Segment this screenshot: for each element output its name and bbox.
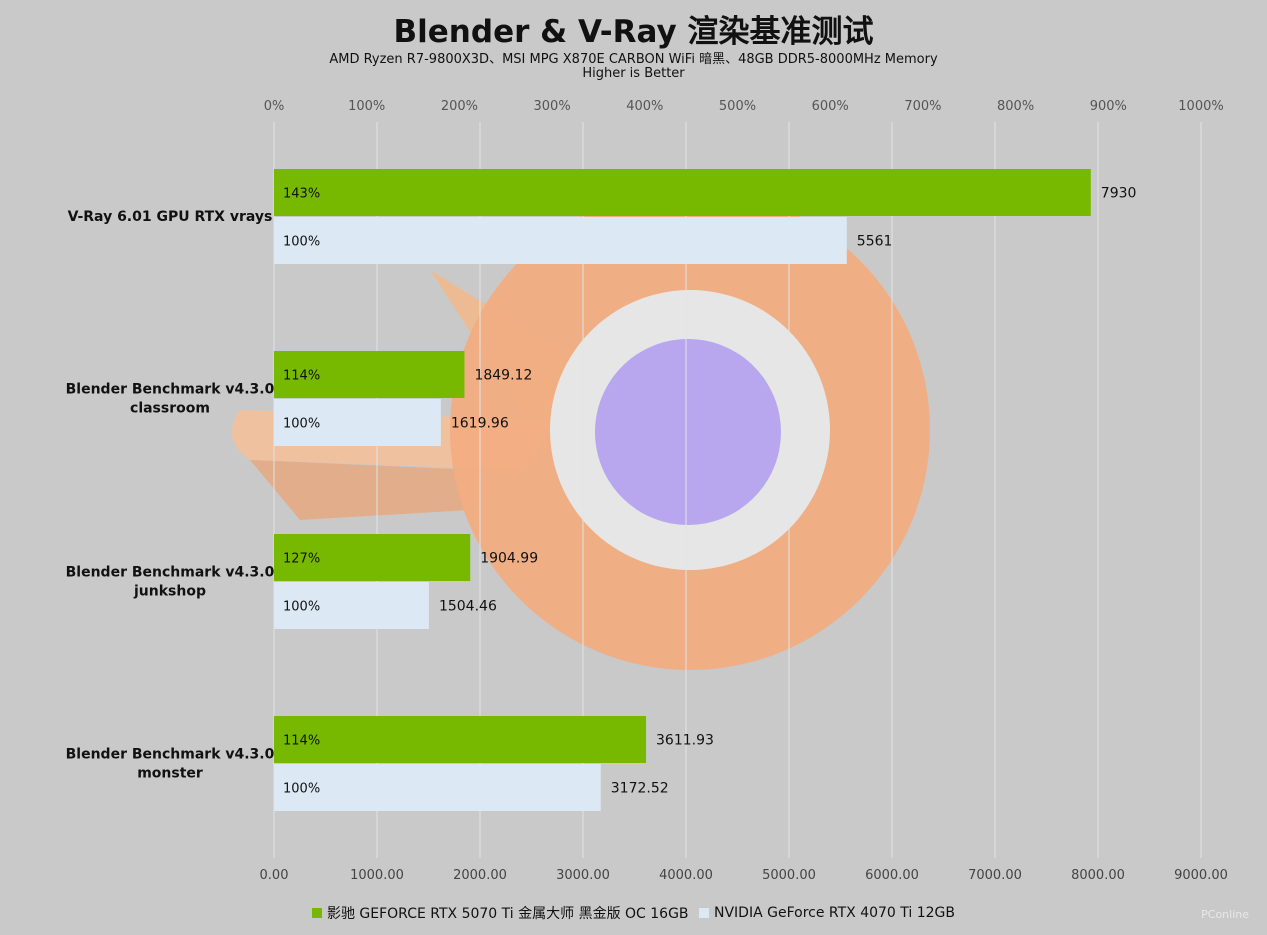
legend: 影驰 GEFORCE RTX 5070 Ti 金属大师 黑金版 OC 16GB …	[0, 903, 1267, 923]
bar-series-2	[274, 764, 601, 811]
value-label: 3611.93	[656, 733, 714, 749]
category-label: Blender Benchmark v4.3.0	[66, 565, 275, 581]
value-label: 3172.52	[611, 781, 669, 797]
percent-label: 100%	[283, 417, 320, 432]
pconline-watermark: PConline	[1201, 908, 1249, 921]
x2-tick-label: 500%	[719, 99, 756, 114]
logo-arm-shadow	[250, 460, 480, 520]
blender-logo-watermark	[232, 190, 930, 670]
percent-label: 143%	[283, 187, 320, 202]
bar-series-1	[274, 716, 647, 763]
x2-tick-label: 300%	[534, 99, 571, 114]
chart-title: Blender & V-Ray 渲染基准测试	[393, 14, 874, 50]
bar-series-2	[274, 582, 429, 629]
bar-series-1	[274, 351, 465, 398]
x2-tick-label: 100%	[348, 99, 385, 114]
legend-swatch-series-1	[311, 908, 322, 918]
legend-label-series-2: NVIDIA GeForce RTX 4070 Ti 12GB	[714, 905, 956, 921]
percent-label: 100%	[283, 600, 320, 615]
x2-tick-label: 800%	[997, 99, 1034, 114]
chart-subtitle: AMD Ryzen R7-9800X3D、MSI MPG X870E CARBO…	[329, 52, 938, 67]
x2-tick-label: 200%	[441, 99, 478, 114]
x2-tick-label: 1000%	[1178, 99, 1223, 114]
percent-label: 114%	[283, 369, 320, 384]
x2-tick-label: 0%	[264, 99, 285, 114]
percent-label: 100%	[283, 782, 320, 797]
value-label: 7930	[1101, 186, 1137, 202]
percent-label: 127%	[283, 552, 320, 567]
bar-series-2	[274, 217, 847, 264]
category-label: Blender Benchmark v4.3.0	[66, 382, 275, 398]
bar-series-2	[274, 399, 441, 446]
category-label: classroom	[130, 401, 210, 417]
x-tick-label: 9000.00	[1174, 868, 1228, 883]
legend-item-series-1: 影驰 GEFORCE RTX 5070 Ti 金属大师 黑金版 OC 16GB	[311, 903, 689, 923]
x-tick-label: 2000.00	[453, 868, 507, 883]
value-label: 5561	[857, 234, 893, 250]
value-label: 1849.12	[474, 368, 532, 384]
category-label: monster	[137, 766, 203, 782]
x-tick-label: 0.00	[260, 868, 289, 883]
value-label: 1504.46	[439, 599, 497, 615]
bar-series-1	[274, 534, 471, 581]
x-tick-label: 8000.00	[1071, 868, 1125, 883]
category-label: V-Ray 6.01 GPU RTX vrays	[68, 209, 273, 225]
category-label: Blender Benchmark v4.3.0	[66, 747, 275, 763]
percent-label: 114%	[283, 734, 320, 749]
x-tick-label: 6000.00	[865, 868, 919, 883]
value-label: 1904.99	[480, 551, 538, 567]
chart-note: Higher is Better	[582, 66, 685, 81]
value-label: 1619.96	[451, 416, 509, 432]
legend-swatch-series-2	[699, 908, 709, 918]
legend-item-series-2: NVIDIA GeForce RTX 4070 Ti 12GB	[699, 905, 955, 921]
legend-label-series-1: 影驰 GEFORCE RTX 5070 Ti 金属大师 黑金版 OC 16GB	[326, 906, 689, 922]
x2-tick-label: 700%	[904, 99, 941, 114]
x-tick-label: 5000.00	[762, 868, 816, 883]
x2-tick-label: 900%	[1090, 99, 1127, 114]
percent-label: 100%	[283, 235, 320, 250]
category-label: junkshop	[133, 584, 206, 600]
x-tick-label: 1000.00	[350, 868, 404, 883]
x-tick-label: 4000.00	[659, 868, 713, 883]
x-tick-label: 3000.00	[556, 868, 610, 883]
logo-core	[595, 339, 781, 525]
x2-tick-label: 600%	[812, 99, 849, 114]
x2-tick-label: 400%	[626, 99, 663, 114]
x-tick-label: 7000.00	[968, 868, 1022, 883]
bar-series-1	[274, 169, 1091, 216]
